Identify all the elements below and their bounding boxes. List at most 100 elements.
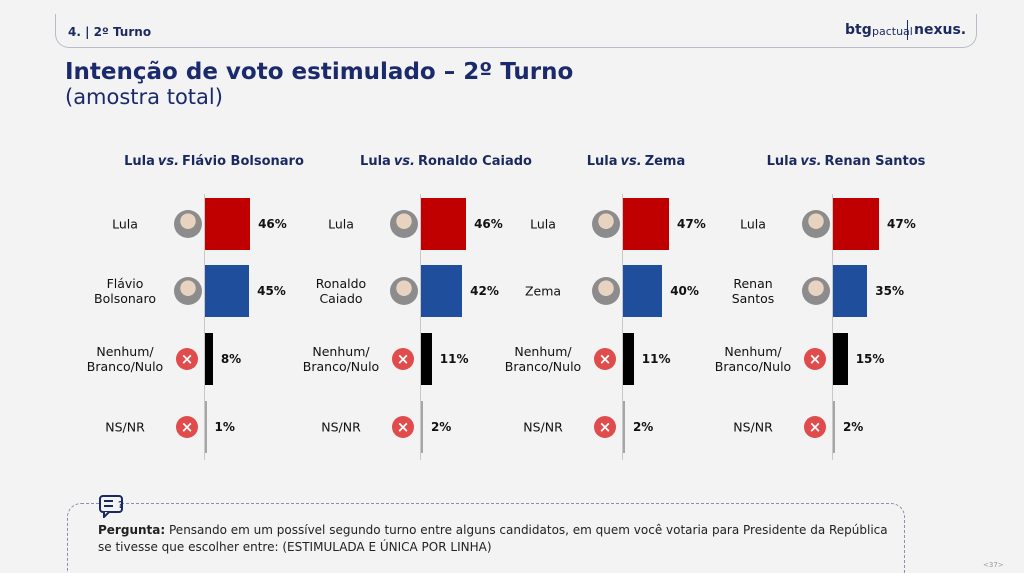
category-label: Nenhum/ Branco/Nulo	[504, 344, 582, 374]
candidate-photo	[390, 210, 418, 238]
value-label: 40%	[670, 284, 699, 298]
x-icon: ×	[392, 348, 414, 370]
candidate-photo	[802, 277, 830, 305]
category-label: NS/NR	[105, 419, 145, 435]
chart-title: Lula vs. Zema	[587, 154, 686, 169]
chart-title: Lula vs. Flávio Bolsonaro	[124, 154, 304, 169]
axis-line	[832, 194, 833, 460]
category-label: Nenhum/ Branco/Nulo	[302, 344, 380, 374]
x-icon: ×	[804, 348, 826, 370]
value-label: 46%	[258, 217, 287, 231]
category-label: Lula	[740, 216, 766, 232]
axis-line	[204, 194, 205, 460]
x-icon: ×	[804, 416, 826, 438]
title-left: Lula	[766, 154, 798, 169]
x-icon: ×	[176, 416, 198, 438]
title-vs: vs.	[393, 154, 415, 169]
logo-pactual: pactual	[872, 25, 913, 38]
title-right: Zema	[644, 154, 686, 169]
value-label: 11%	[641, 352, 671, 366]
bar	[205, 198, 251, 250]
value-label: 47%	[887, 217, 916, 231]
question-frame	[67, 503, 905, 573]
category-label: Lula	[530, 216, 556, 232]
bar	[623, 401, 625, 453]
bar	[833, 265, 868, 317]
value-label: 45%	[257, 284, 286, 298]
category-label: Flávio Bolsonaro	[94, 276, 156, 306]
candidate-photo	[592, 210, 620, 238]
value-label: 8%	[220, 352, 242, 366]
bar	[623, 265, 663, 317]
value-label: 2%	[430, 420, 452, 434]
value-label: 11%	[439, 352, 469, 366]
category-label: Lula	[328, 216, 354, 232]
x-icon: ×	[176, 348, 198, 370]
bar	[623, 333, 634, 385]
category-label: NS/NR	[523, 419, 563, 435]
value-label: 2%	[842, 420, 864, 434]
candidate-photo	[390, 277, 418, 305]
value-label: 1%	[214, 420, 235, 434]
category-label: Renan Santos	[731, 276, 775, 306]
bar	[833, 198, 880, 250]
bar	[205, 401, 207, 453]
candidate-photo	[802, 210, 830, 238]
category-label: Ronaldo Caiado	[315, 276, 367, 306]
category-label: Nenhum/ Branco/Nulo	[86, 344, 164, 374]
question-label: Pergunta:	[98, 523, 166, 537]
bar	[205, 265, 250, 317]
x-icon: ×	[594, 416, 616, 438]
title-left: Lula	[586, 154, 618, 169]
title-vs: vs.	[157, 154, 180, 169]
x-icon: ×	[594, 348, 616, 370]
title-left: Lula	[124, 154, 155, 169]
title-vs: vs.	[800, 154, 822, 169]
axis-line	[420, 194, 421, 460]
candidate-photo	[592, 277, 620, 305]
chart-title: Lula vs. Renan Santos	[767, 154, 926, 169]
chart-title: Lula vs. Ronaldo Caiado	[360, 154, 532, 169]
page-number: <37>	[983, 561, 1004, 569]
logo-divider	[907, 20, 908, 40]
value-label: 47%	[677, 217, 706, 231]
title-left: Lula	[360, 154, 391, 169]
category-label: NS/NR	[733, 419, 773, 435]
section-label: 4. | 2º Turno	[68, 25, 152, 39]
bar	[421, 401, 423, 453]
question-icon: ?	[99, 495, 124, 518]
bar	[421, 333, 432, 385]
title-right: Flávio Bolsonaro	[182, 154, 304, 169]
title-right: Ronaldo Caiado	[417, 154, 532, 169]
bar	[623, 198, 670, 250]
axis-line	[622, 194, 623, 460]
value-label: 42%	[470, 284, 499, 298]
logo-nexus: nexus.	[914, 22, 967, 38]
svg-text:?: ?	[118, 500, 124, 511]
title-right: Renan Santos	[824, 154, 926, 169]
candidate-photo	[174, 277, 202, 305]
bar	[205, 333, 213, 385]
category-label: Lula	[112, 216, 138, 232]
question-text: Pensando em um possível segundo turno en…	[98, 523, 888, 554]
title-vs: vs.	[620, 154, 642, 169]
value-label: 15%	[855, 352, 885, 366]
value-label: 35%	[875, 284, 905, 298]
value-label: 46%	[474, 217, 503, 231]
bar	[833, 333, 848, 385]
bar	[833, 401, 835, 453]
bar	[421, 198, 467, 250]
logo-btg: btg	[845, 22, 872, 38]
slide-subtitle: (amostra total)	[65, 85, 223, 109]
slide-title: Intenção de voto estimulado – 2º Turno	[65, 59, 574, 85]
question: Pergunta: Pensando em um possível segund…	[98, 522, 898, 556]
bar	[421, 265, 463, 317]
candidate-photo	[174, 210, 202, 238]
header-frame	[55, 14, 977, 48]
x-icon: ×	[392, 416, 414, 438]
category-label: Zema	[524, 283, 562, 299]
category-label: NS/NR	[321, 419, 361, 435]
value-label: 2%	[632, 420, 654, 434]
category-label: Nenhum/ Branco/Nulo	[714, 344, 792, 374]
